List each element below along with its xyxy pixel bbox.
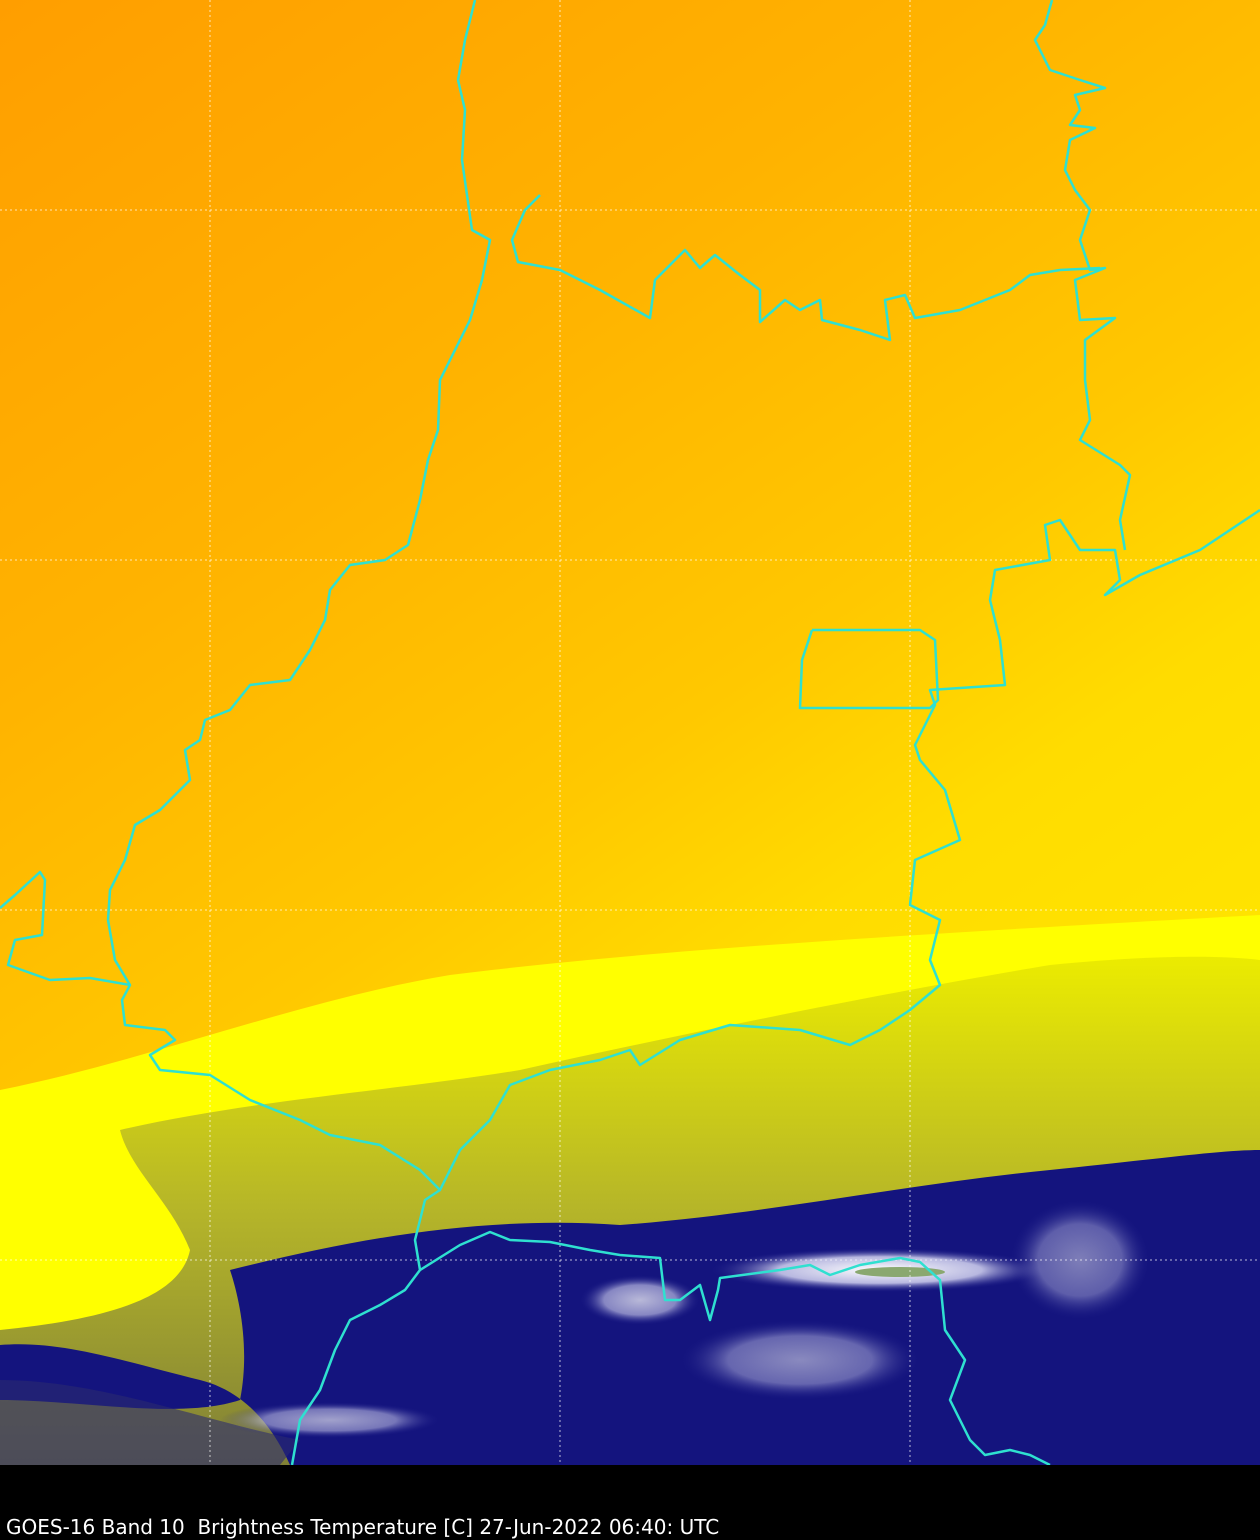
state-border (106, 0, 1260, 1192)
caption: GOES-16 Band 10 Brightness Temperature [… (6, 1515, 719, 1539)
district-border (798, 628, 940, 710)
state-border (510, 194, 1101, 342)
state-border (1033, 0, 1132, 551)
state-border (0, 870, 131, 987)
cloud-top-core (855, 1267, 945, 1277)
borders (0, 0, 1260, 1467)
state-border (290, 1188, 441, 1466)
cloud-top (580, 1275, 700, 1325)
cloud-top (680, 1320, 920, 1400)
cloud-top (220, 1402, 440, 1438)
cold-cloud-edge (0, 1380, 300, 1465)
caption-bar (0, 1465, 1260, 1540)
state-border (419, 1230, 1051, 1467)
